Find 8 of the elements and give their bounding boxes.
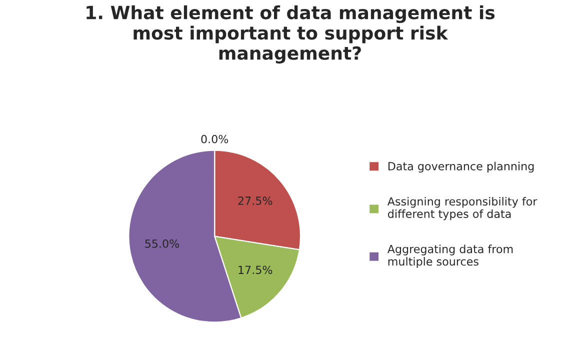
text: 0.0% [201, 134, 228, 144]
legend-label: Data governance planning [388, 162, 534, 173]
chart-title: 1. What element of data management is most important to support risk management? [86, 5, 495, 64]
data-label: 55.0% [145, 239, 180, 248]
legend-label: Aggregating data from multiple sources [387, 244, 513, 268]
data-label: 17.5% [238, 266, 272, 274]
data-label: 27.5% [238, 196, 272, 205]
legend-label: Assigning responsibility for different types of data [387, 196, 538, 220]
